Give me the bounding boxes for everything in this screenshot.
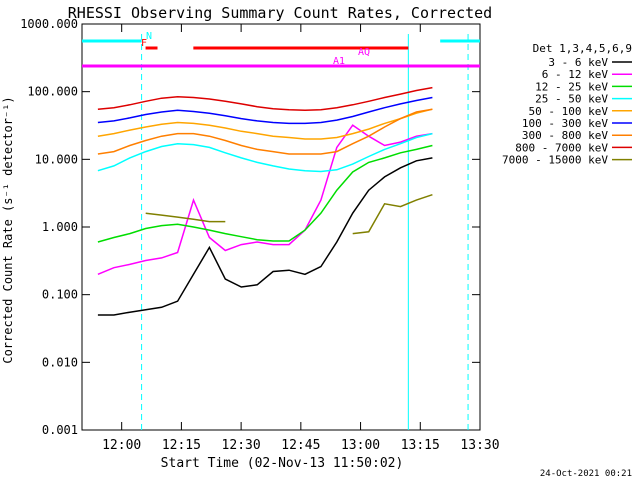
y-tick-label: 1000.000 (20, 17, 78, 31)
y-tick-label: 100.000 (27, 85, 78, 99)
legend-entry-8: 7000 - 15000 keV (502, 154, 608, 167)
legend-entry-7: 800 - 7000 keV (515, 141, 608, 154)
legend-entry-1: 6 - 12 keV (542, 68, 609, 81)
legend-entry-0: 3 - 6 keV (548, 56, 608, 69)
y-tick-label: 0.001 (42, 423, 78, 437)
series-line-1 (97, 124, 433, 275)
series-line-6 (97, 108, 433, 155)
legend-entry-3: 25 - 50 keV (535, 93, 608, 106)
status-label-f: F (141, 38, 147, 49)
series-group (97, 86, 433, 316)
x-tick-label: 12:30 (222, 438, 261, 453)
x-axis-label: Start Time (02-Nov-13 11:50:02) (161, 456, 404, 471)
chart-title: RHESSI Observing Summary Count Rates, Co… (68, 4, 492, 22)
y-axis-label: Corrected Count Rate (s⁻¹ detector⁻¹) (1, 96, 15, 363)
x-tick-label: 12:15 (162, 438, 201, 453)
x-tick-label: 12:00 (102, 438, 141, 453)
status-label-aq: AQ (358, 47, 370, 58)
x-tick-label: 12:45 (281, 438, 320, 453)
y-tick-label: 0.010 (42, 355, 78, 369)
y-tick-label: 10.000 (35, 152, 78, 166)
x-tick-label: 13:00 (341, 438, 380, 453)
x-tick-label: 13:15 (401, 438, 440, 453)
series-line-3 (97, 132, 433, 173)
status-label-a1: A1 (333, 56, 345, 67)
status-label-n: N (146, 31, 152, 42)
series-line-4 (97, 108, 433, 140)
y-tick-label: 1.000 (42, 220, 78, 234)
series-line-8 (145, 193, 433, 235)
footer-date: 24-Oct-2021 00:21 (540, 469, 632, 479)
x-tick-label: 13:30 (460, 438, 499, 453)
legend-entry-5: 100 - 300 keV (522, 117, 608, 130)
legend-title: Det 1,3,4,5,6,9 (533, 42, 632, 55)
legend-entry-4: 50 - 100 keV (529, 105, 609, 118)
series-line-7 (97, 86, 433, 112)
y-tick-label: 0.100 (42, 288, 78, 302)
legend-entry-2: 12 - 25 keV (535, 80, 608, 93)
series-line-0 (97, 157, 433, 316)
series-line-2 (97, 144, 433, 243)
series-line-5 (97, 96, 433, 125)
legend-entry-6: 300 - 800 keV (522, 129, 608, 142)
